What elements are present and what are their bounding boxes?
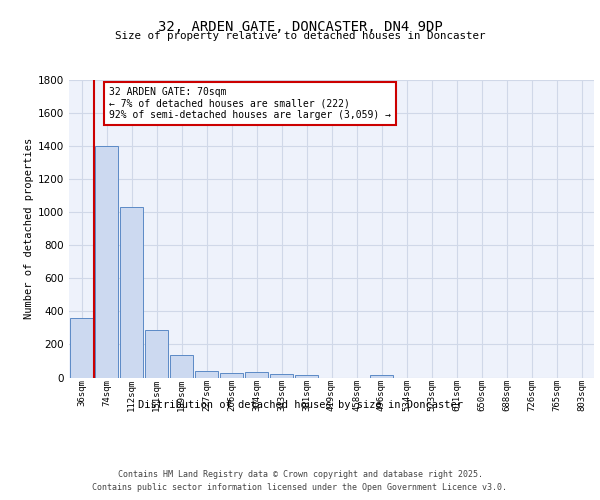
- Bar: [95, 146, 118, 378]
- Y-axis label: Number of detached properties: Number of detached properties: [24, 138, 34, 320]
- Text: 32 ARDEN GATE: 70sqm
← 7% of detached houses are smaller (222)
92% of semi-detac: 32 ARDEN GATE: 70sqm ← 7% of detached ho…: [109, 86, 391, 120]
- Bar: [270, 374, 293, 378]
- Text: Distribution of detached houses by size in Doncaster: Distribution of detached houses by size …: [137, 400, 463, 410]
- Text: Size of property relative to detached houses in Doncaster: Size of property relative to detached ho…: [115, 31, 485, 41]
- Text: 32, ARDEN GATE, DONCASTER, DN4 9DP: 32, ARDEN GATE, DONCASTER, DN4 9DP: [158, 20, 442, 34]
- Bar: [245, 372, 268, 378]
- Text: Contains HM Land Registry data © Crown copyright and database right 2025.: Contains HM Land Registry data © Crown c…: [118, 470, 482, 479]
- Bar: [145, 330, 168, 378]
- Bar: [220, 372, 243, 378]
- Bar: [195, 371, 218, 378]
- Bar: [170, 355, 193, 378]
- Text: Contains public sector information licensed under the Open Government Licence v3: Contains public sector information licen…: [92, 482, 508, 492]
- Bar: [295, 375, 318, 378]
- Bar: [370, 375, 393, 378]
- Bar: [70, 318, 93, 378]
- Bar: [120, 208, 143, 378]
